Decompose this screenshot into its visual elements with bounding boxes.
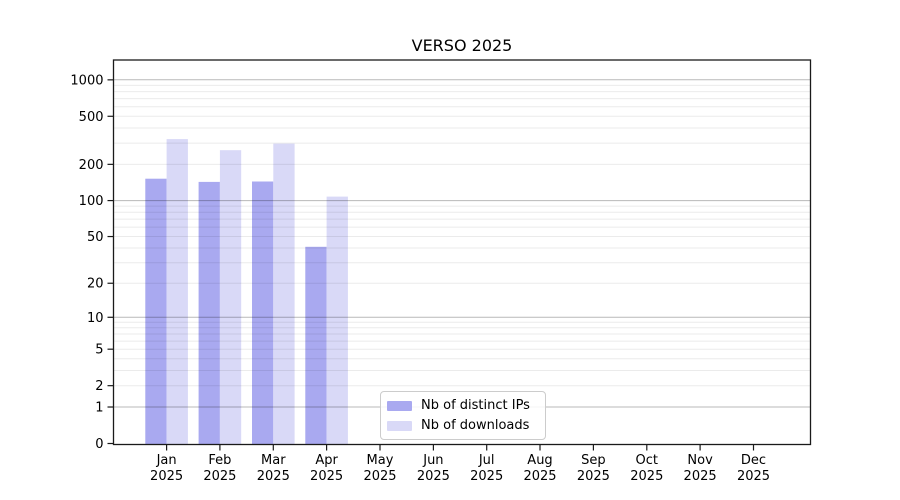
y-tick-label: 0	[95, 437, 103, 452]
x-tick-label-year: 2025	[310, 469, 343, 484]
y-tick-label: 20	[87, 277, 104, 292]
x-tick-label-year: 2025	[684, 469, 717, 484]
x-tick-label-year: 2025	[523, 469, 556, 484]
x-tick-label-month: Aug	[527, 453, 552, 468]
x-tick-label-year: 2025	[417, 469, 450, 484]
y-tick-label: 1	[95, 401, 103, 416]
y-tick-label: 200	[79, 158, 104, 173]
x-tick-label-month: Apr	[315, 453, 338, 468]
y-tick-label: 100	[79, 194, 104, 209]
legend-item: Nb of distinct IPs	[387, 397, 537, 414]
x-tick-label-year: 2025	[737, 469, 770, 484]
chart-title: VERSO 2025	[411, 36, 513, 55]
bar-distinct-ips	[252, 181, 274, 445]
bar-distinct-ips	[145, 178, 167, 445]
y-tick-label: 5	[95, 343, 103, 358]
x-tick-label-month: May	[367, 453, 394, 468]
x-tick-label-month: Feb	[208, 453, 231, 468]
bar-distinct-ips	[305, 246, 327, 445]
x-tick-label-month: Oct	[636, 453, 658, 468]
x-tick-label-month: Mar	[261, 453, 286, 468]
bar-distinct-ips	[198, 181, 220, 445]
y-tick-label: 10	[87, 311, 104, 326]
axis-spine	[112, 59, 812, 446]
y-tick-label: 500	[79, 110, 104, 125]
x-tick-label-year: 2025	[203, 469, 236, 484]
x-tick-label-year: 2025	[470, 469, 503, 484]
x-tick-label-month: Jun	[422, 453, 443, 468]
legend: Nb of distinct IPs Nb of downloads	[380, 391, 546, 440]
x-tick-label-month: Jan	[156, 453, 177, 468]
x-tick-label-month: Sep	[581, 453, 606, 468]
x-tick-label-month: Nov	[687, 453, 713, 468]
legend-label: Nb of downloads	[421, 418, 530, 433]
y-tick-label: 1000	[70, 73, 103, 88]
y-tick-label: 50	[87, 230, 104, 245]
x-tick-label-year: 2025	[257, 469, 290, 484]
x-tick-label-year: 2025	[630, 469, 663, 484]
x-tick-label-month: Dec	[741, 453, 766, 468]
y-tick-label: 2	[95, 379, 103, 394]
legend-swatch-downloads	[387, 420, 412, 431]
x-tick-label-year: 2025	[150, 469, 183, 484]
bar-downloads	[166, 139, 188, 445]
bar-downloads	[219, 150, 242, 445]
x-tick-label-year: 2025	[363, 469, 396, 484]
bar-downloads	[326, 196, 348, 445]
x-tick-label-month: Jul	[478, 453, 495, 468]
legend-swatch-distinct-ips	[387, 400, 412, 411]
legend-item: Nb of downloads	[387, 417, 537, 434]
legend-label: Nb of distinct IPs	[421, 398, 530, 413]
bar-downloads	[273, 143, 295, 445]
x-tick-label-year: 2025	[577, 469, 610, 484]
